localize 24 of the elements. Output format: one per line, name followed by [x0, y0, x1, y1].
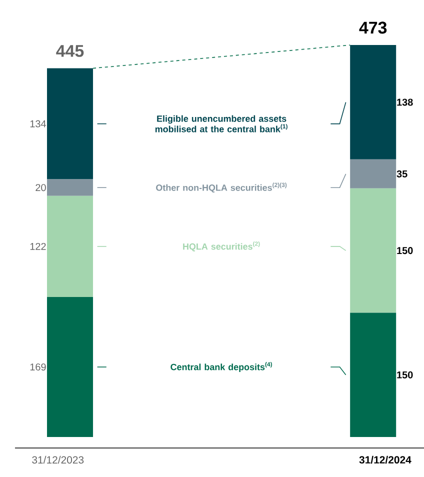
text: HQLA securities$^{(2)}$: [183, 241, 260, 252]
data-label: 20: [36, 184, 46, 192]
total-label: 445: [56, 45, 84, 57]
total-label: 473: [359, 22, 387, 34]
bar: [350, 159, 396, 188]
data-label: 134: [30, 120, 46, 128]
text: Eligible unencumbered assets mobilised at the central bank$^{(1)}$: [155, 115, 288, 132]
data-label: 138: [397, 98, 413, 106]
bar: [350, 45, 396, 160]
bar: [47, 196, 94, 297]
bar: [47, 179, 94, 196]
text: Central bank deposits$^{(4)}$: [170, 362, 272, 372]
bar: [47, 68, 94, 180]
bar: [350, 188, 396, 313]
data-label: 150: [397, 371, 413, 378]
data-label: 169: [30, 363, 46, 371]
bar: [350, 312, 396, 438]
data-label: 122: [30, 242, 46, 250]
text: Other non-HQLA securities$^{(2)(3)}$: [156, 182, 287, 193]
x-tick-label: 31/12/2024: [359, 456, 412, 464]
x-tick-label: 31/12/2023: [32, 456, 84, 464]
data-label: 150: [397, 247, 413, 254]
data-label: 35: [396, 170, 408, 178]
bar: [47, 296, 94, 438]
